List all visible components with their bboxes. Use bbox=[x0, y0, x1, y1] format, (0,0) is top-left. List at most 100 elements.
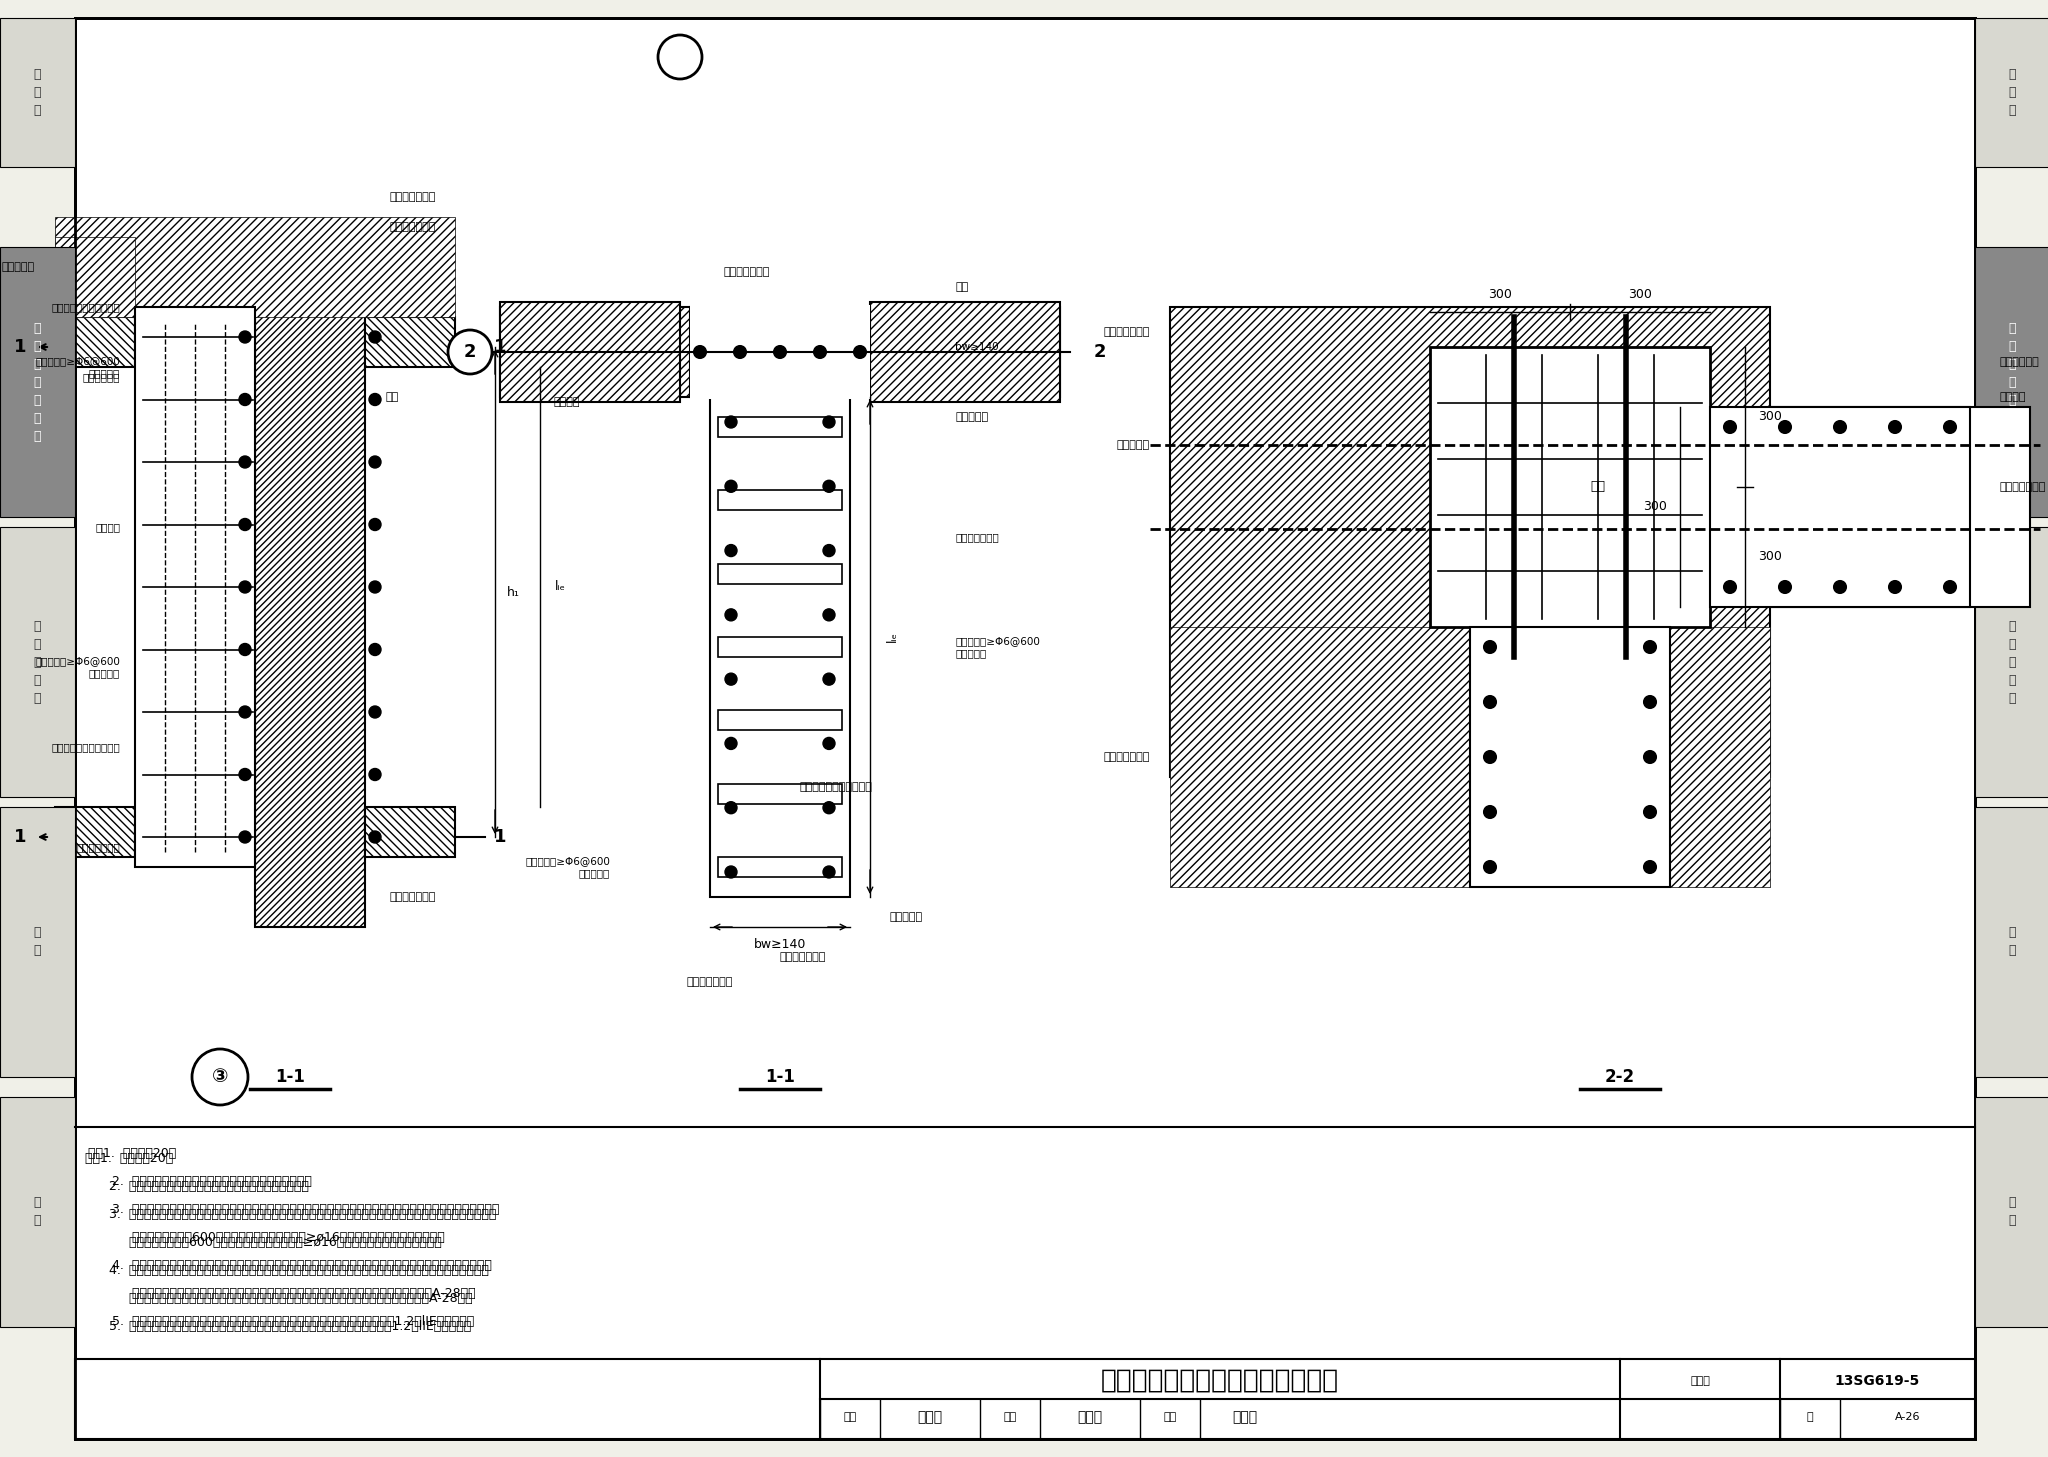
Bar bbox=[0, 17, 76, 168]
Circle shape bbox=[725, 673, 737, 685]
Text: 300: 300 bbox=[1642, 501, 1667, 513]
Circle shape bbox=[733, 345, 745, 358]
Text: 图集号: 图集号 bbox=[1690, 1375, 1710, 1386]
Circle shape bbox=[1485, 806, 1495, 817]
Text: 等代水平连接筋: 等代水平连接筋 bbox=[1104, 752, 1151, 762]
Text: 体拉结筋间距宜为600，梅花形布置。等代连接筋≥ø16，其间距应根据等代面积计算。: 体拉结筋间距宜为600，梅花形布置。等代连接筋≥ø16，其间距应根据等代面积计算… bbox=[88, 1231, 444, 1244]
Circle shape bbox=[823, 737, 836, 749]
Bar bbox=[719, 784, 842, 804]
Text: lᵢₑ: lᵢₑ bbox=[885, 631, 899, 643]
Text: 键槽: 键槽 bbox=[1591, 481, 1606, 494]
Text: 原框架边梁: 原框架边梁 bbox=[954, 412, 987, 423]
Text: 1: 1 bbox=[494, 338, 506, 356]
Bar bbox=[76, 1359, 1974, 1440]
Circle shape bbox=[369, 830, 381, 844]
Bar bbox=[256, 248, 365, 927]
Circle shape bbox=[369, 581, 381, 593]
Circle shape bbox=[1780, 421, 1792, 433]
Circle shape bbox=[1888, 421, 1901, 433]
Bar bbox=[135, 307, 256, 867]
Bar bbox=[719, 637, 842, 657]
Text: 等代竖向连接筋: 等代竖向连接筋 bbox=[2001, 482, 2046, 492]
Text: 1-1: 1-1 bbox=[766, 1068, 795, 1085]
Bar bbox=[1710, 407, 1970, 608]
Text: 2: 2 bbox=[1094, 342, 1106, 361]
Circle shape bbox=[1780, 581, 1792, 593]
Circle shape bbox=[657, 35, 702, 79]
Circle shape bbox=[240, 830, 252, 844]
Circle shape bbox=[240, 331, 252, 342]
Text: 新增墙体水平筋: 新增墙体水平筋 bbox=[389, 192, 436, 203]
Text: 李兴旺: 李兴旺 bbox=[1077, 1410, 1102, 1425]
Circle shape bbox=[823, 865, 836, 879]
Circle shape bbox=[1645, 861, 1657, 873]
Circle shape bbox=[240, 519, 252, 530]
Text: 新增墙体水平筋: 新增墙体水平筋 bbox=[389, 892, 436, 902]
Circle shape bbox=[725, 417, 737, 428]
Circle shape bbox=[823, 417, 836, 428]
Text: 新增墙体竖向筋: 新增墙体竖向筋 bbox=[389, 221, 436, 232]
Bar bbox=[1169, 627, 1769, 887]
Text: 原框架梁: 原框架梁 bbox=[94, 522, 121, 532]
Circle shape bbox=[694, 345, 707, 358]
Bar bbox=[719, 564, 842, 584]
Text: 总
说
明: 总 说 明 bbox=[33, 68, 41, 117]
Text: 墙体拉结筋≥Φ6@600
梅花形布置: 墙体拉结筋≥Φ6@600 梅花形布置 bbox=[954, 637, 1040, 657]
Bar bbox=[1974, 527, 2048, 797]
Text: 5.  等代连接筋应满足锚固深度，最小边距及与墙体分布筋最小间接搭接长度（可取1.2倍lIE）的要求。: 5. 等代连接筋应满足锚固深度，最小边距及与墙体分布筋最小间接搭接长度（可取1.… bbox=[88, 1316, 475, 1327]
Circle shape bbox=[1485, 861, 1495, 873]
Text: 新增墙体竖向筋: 新增墙体竖向筋 bbox=[954, 532, 999, 542]
Text: 楼层结构标高: 楼层结构标高 bbox=[2001, 357, 2040, 367]
Text: 300: 300 bbox=[1757, 551, 1782, 564]
Bar bbox=[870, 302, 1061, 402]
Text: 等代水平连接筋插入柱内: 等代水平连接筋插入柱内 bbox=[801, 782, 872, 793]
Circle shape bbox=[823, 609, 836, 621]
Circle shape bbox=[1485, 641, 1495, 653]
Text: 300: 300 bbox=[1628, 287, 1653, 300]
Bar bbox=[365, 807, 455, 857]
Circle shape bbox=[823, 481, 836, 492]
Circle shape bbox=[240, 393, 252, 405]
Text: 墙体拉结筋≥Φ6@600
梅花形布置: 墙体拉结筋≥Φ6@600 梅花形布置 bbox=[35, 656, 121, 678]
Text: 新增墙体水平筋: 新增墙体水平筋 bbox=[780, 951, 827, 962]
Text: 等代水平连接筋: 等代水平连接筋 bbox=[1104, 326, 1151, 337]
Circle shape bbox=[369, 707, 381, 718]
Circle shape bbox=[725, 545, 737, 557]
Bar bbox=[500, 307, 1061, 396]
Circle shape bbox=[823, 801, 836, 813]
Text: 等代竖向连接筋植入梁内: 等代竖向连接筋植入梁内 bbox=[51, 742, 121, 752]
Circle shape bbox=[1944, 581, 1956, 593]
Text: 等代竖向连接筋植入梁内: 等代竖向连接筋植入梁内 bbox=[51, 302, 121, 312]
Text: bw≥140: bw≥140 bbox=[754, 938, 807, 951]
Text: 注：1.  键槽深度20。: 注：1. 键槽深度20。 bbox=[88, 1147, 176, 1160]
Text: h₁: h₁ bbox=[506, 586, 520, 599]
Text: 示
例: 示 例 bbox=[33, 1196, 41, 1227]
Bar bbox=[690, 305, 870, 399]
Circle shape bbox=[1645, 806, 1657, 817]
Circle shape bbox=[725, 801, 737, 813]
Circle shape bbox=[1835, 581, 1845, 593]
Circle shape bbox=[193, 1049, 248, 1104]
Circle shape bbox=[1944, 421, 1956, 433]
Text: 3.  新增墙体竖向及横向分布筋截面积按计算确定，且应满足设计时构件所采用抗震等级的相应规范及构造要求。墙: 3. 新增墙体竖向及横向分布筋截面积按计算确定，且应满足设计时构件所采用抗震等级… bbox=[88, 1203, 500, 1217]
Text: 钢
结
构
屋
盖: 钢 结 构 屋 盖 bbox=[33, 619, 41, 705]
Bar bbox=[0, 1097, 76, 1327]
Text: 框架结构新增抗震墙与角柱的连接: 框架结构新增抗震墙与角柱的连接 bbox=[1102, 1368, 1339, 1393]
Text: lᵢₑ: lᵢₑ bbox=[555, 580, 565, 593]
Text: 李文峰: 李文峰 bbox=[918, 1410, 942, 1425]
Text: 新增墙体竖向筋: 新增墙体竖向筋 bbox=[76, 842, 121, 852]
Text: 新增墙体竖向筋: 新增墙体竖向筋 bbox=[686, 978, 733, 986]
Circle shape bbox=[1485, 696, 1495, 708]
Text: 2: 2 bbox=[463, 342, 477, 361]
Circle shape bbox=[813, 345, 825, 358]
Circle shape bbox=[240, 581, 252, 593]
Text: 韩龙勇: 韩龙勇 bbox=[1233, 1410, 1257, 1425]
Bar bbox=[76, 1128, 895, 1359]
Bar bbox=[719, 491, 842, 510]
Bar bbox=[55, 807, 135, 857]
Bar bbox=[719, 857, 842, 877]
Text: 楼层结构标高: 楼层结构标高 bbox=[82, 372, 121, 382]
Text: 13SG619-5: 13SG619-5 bbox=[1835, 1374, 1921, 1387]
Circle shape bbox=[1645, 750, 1657, 763]
Bar bbox=[1470, 627, 1669, 887]
